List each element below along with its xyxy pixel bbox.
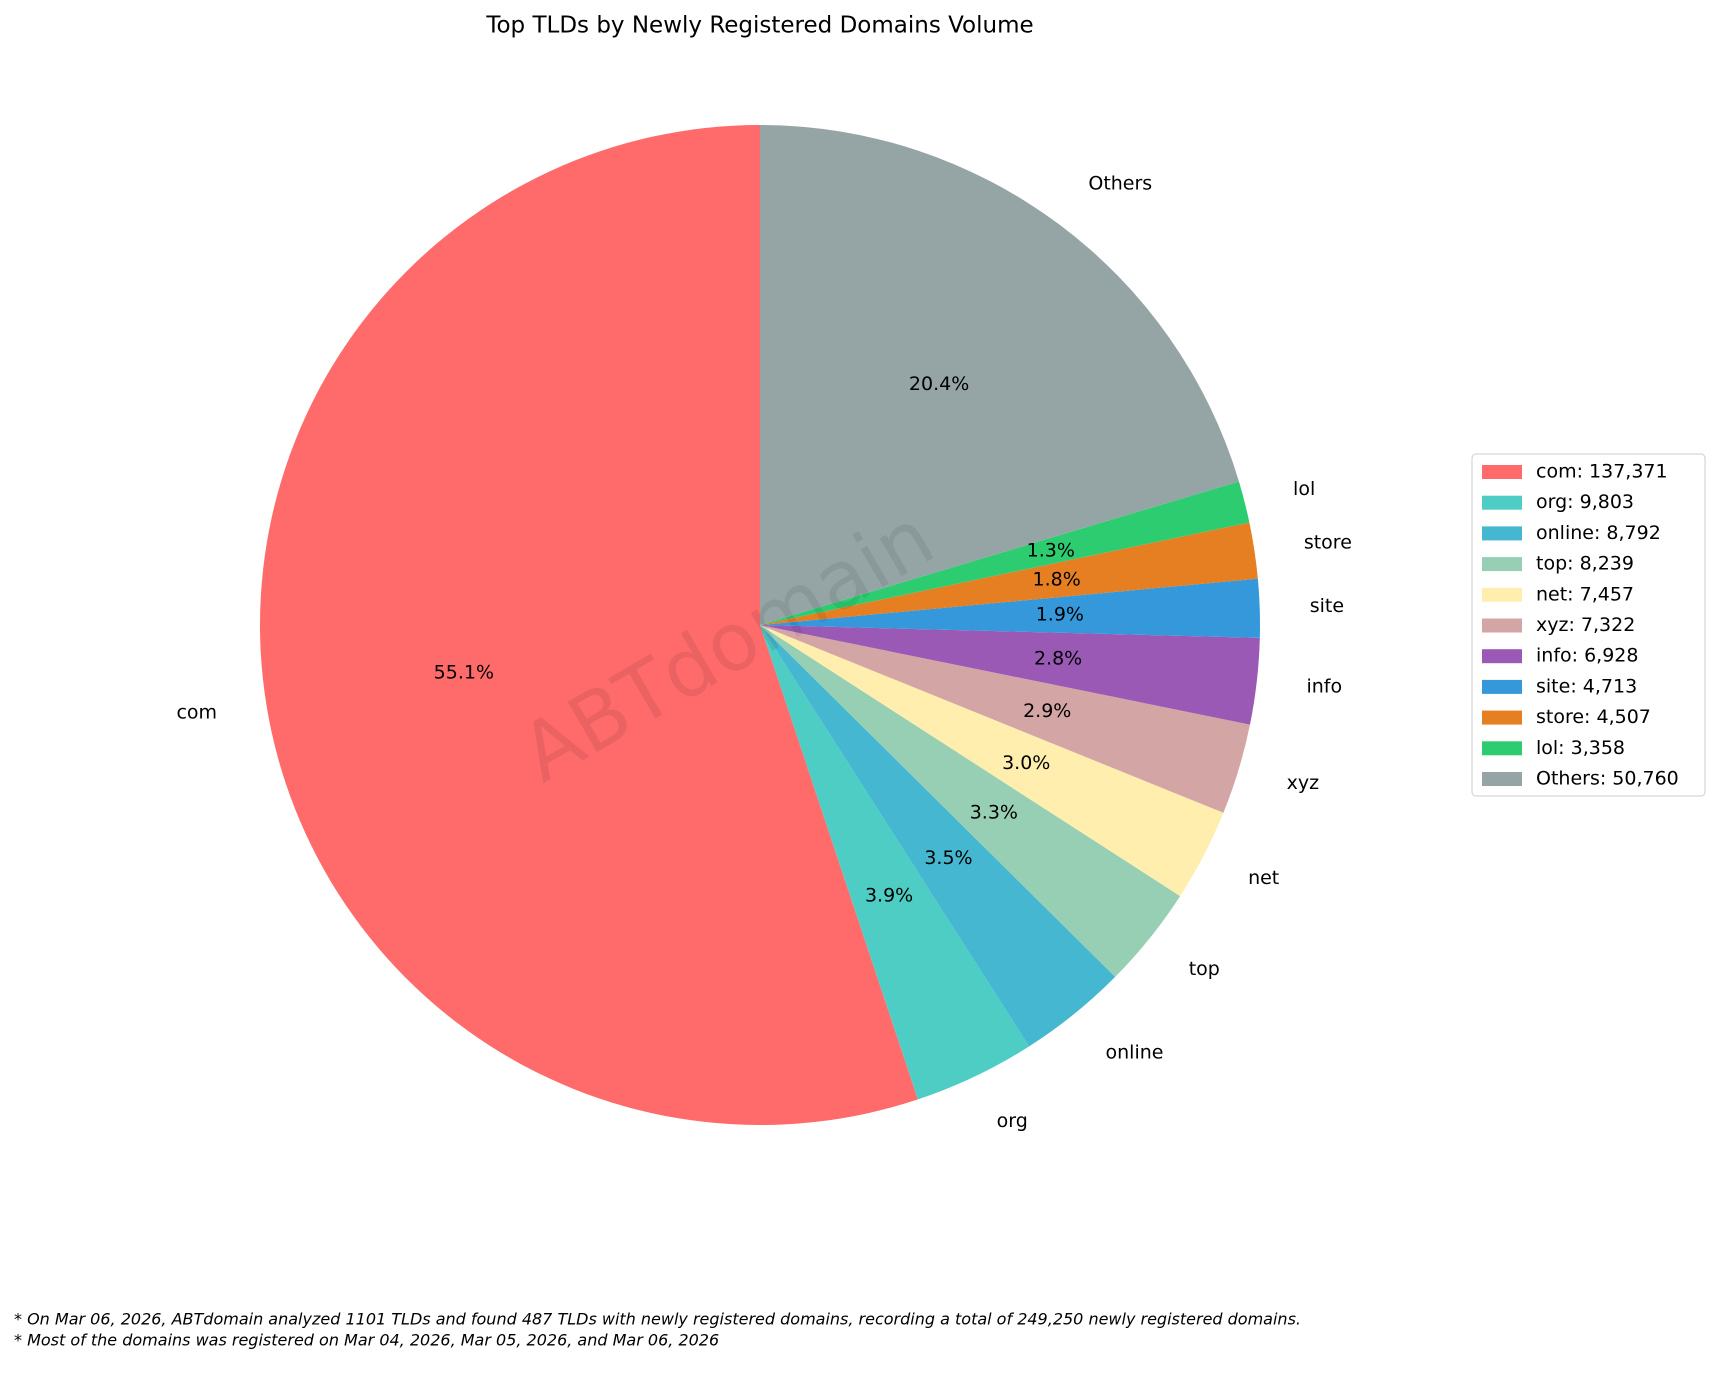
- legend-label: Others: 50,760: [1536, 768, 1679, 790]
- slice: [760, 625, 1224, 897]
- slice-label: org: [997, 1110, 1028, 1132]
- slice-label: lol: [1293, 478, 1315, 500]
- legend-label: info: 6,928: [1536, 645, 1638, 667]
- slice-label: com: [176, 701, 217, 723]
- slice: [760, 625, 1116, 1047]
- slice-label: top: [1189, 958, 1220, 980]
- percent-label: 55.1%: [434, 661, 494, 683]
- legend-swatch: [1482, 495, 1522, 510]
- footnote: * Most of the domains was registered on …: [14, 1331, 719, 1350]
- slice: [760, 481, 1250, 625]
- percent-label: 2.9%: [1023, 700, 1071, 722]
- slice: [760, 125, 1239, 625]
- slice: [260, 125, 918, 1125]
- legend-swatch: [1482, 557, 1522, 572]
- percent-label: 3.0%: [1002, 752, 1050, 774]
- legend-label: com: 137,371: [1536, 461, 1668, 483]
- legend-box: [1471, 453, 1706, 797]
- legend-swatch: [1482, 526, 1522, 541]
- pie: [260, 125, 1260, 1125]
- legend-label: online: 8,792: [1536, 522, 1661, 544]
- slice-label: Others: [1088, 172, 1152, 194]
- legend: com: 137,371 org: 9,803 online: 8,792 top: …: [1482, 461, 1679, 790]
- percent-label: 1.9%: [1036, 603, 1084, 625]
- legend-swatch: [1482, 741, 1522, 756]
- legend-label: site: 4,713: [1536, 675, 1637, 697]
- percent-label: 2.8%: [1034, 647, 1082, 669]
- percent-label: 3.5%: [924, 847, 972, 869]
- chart-title: Top TLDs by Newly Registered Domains Vol…: [485, 13, 1033, 39]
- percent-label: 1.8%: [1033, 569, 1081, 591]
- slice: [760, 578, 1260, 638]
- legend-swatch: [1482, 618, 1522, 633]
- slice: [760, 522, 1258, 625]
- percent-label: 1.3%: [1027, 540, 1075, 562]
- legend-label: org: 9,803: [1536, 491, 1634, 513]
- legend-label: store: 4,507: [1536, 706, 1651, 728]
- slice-label: store: [1304, 531, 1352, 553]
- slice-label: info: [1306, 676, 1342, 698]
- slice-label: online: [1106, 1041, 1164, 1063]
- legend-label: top: 8,239: [1536, 553, 1634, 575]
- percent-label: 3.3%: [970, 801, 1018, 823]
- slice: [760, 625, 1250, 813]
- legend-swatch: [1482, 649, 1522, 664]
- slice: [760, 625, 1181, 977]
- legend-label: net: 7,457: [1536, 583, 1634, 605]
- slice: [760, 625, 1260, 725]
- legend-label: xyz: 7,322: [1536, 614, 1635, 636]
- legend-swatch: [1482, 772, 1522, 786]
- slice-label: net: [1248, 867, 1279, 889]
- labels: com 55.1% org 3.9% online 3.5% top 3.3% net 3.0% x…: [176, 172, 1351, 1132]
- legend-label: lol: 3,358: [1536, 737, 1625, 759]
- percent-label: 3.9%: [865, 884, 913, 906]
- legend-swatch: [1482, 679, 1522, 694]
- percent-label: 20.4%: [909, 373, 969, 395]
- slice: [760, 625, 1030, 1100]
- slice-label: xyz: [1287, 772, 1319, 794]
- legend-swatch: [1482, 710, 1522, 725]
- legend-swatch: [1482, 587, 1522, 602]
- legend-swatch: [1482, 465, 1522, 479]
- slice-label: site: [1310, 595, 1344, 617]
- footnote: * On Mar 06, 2026, ABTdomain analyzed 11…: [14, 1310, 1301, 1329]
